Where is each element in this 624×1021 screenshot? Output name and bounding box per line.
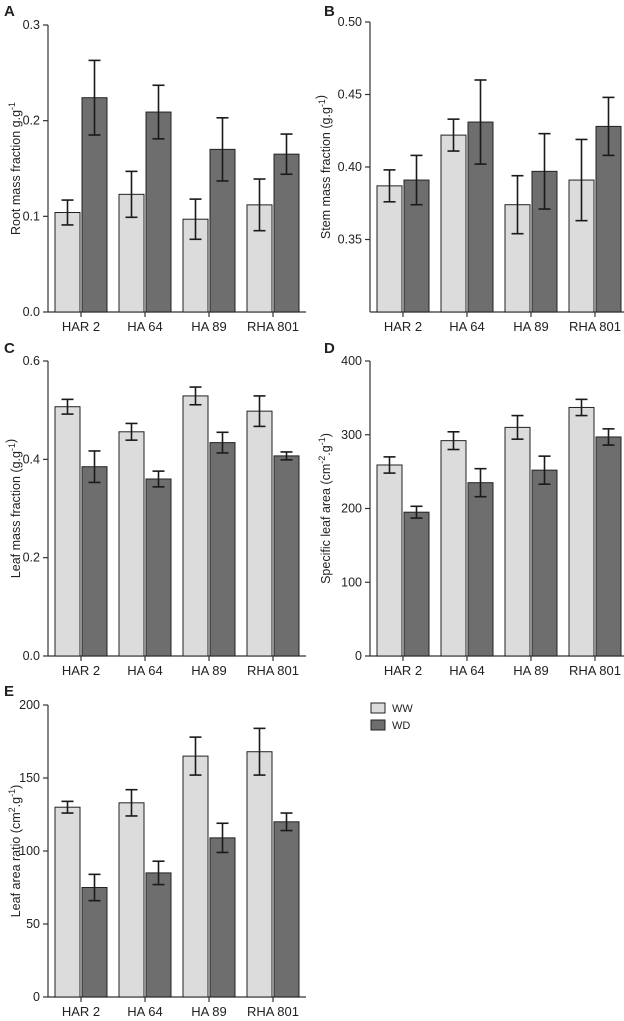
bar-ww-ha-89 bbox=[504, 426, 531, 657]
x-tick-label: HA 89 bbox=[191, 663, 226, 678]
bar-wd-ha-89 bbox=[531, 469, 558, 657]
x-tick-label: HAR 2 bbox=[62, 663, 100, 678]
y-tick-label: 0.40 bbox=[338, 160, 362, 174]
panel-letter: D bbox=[324, 340, 335, 357]
chart-panel-b: B 0.35 0.40 0.45 0.50 Stem mass fraction (g.g… bbox=[314, 3, 624, 334]
legend-ww-label: WW bbox=[392, 703, 413, 715]
chart-panel-c: C 0.0 0.2 0.4 0.6 Leaf mass fraction (g.g-1) H… bbox=[4, 340, 306, 678]
bar-ww-ha-64 bbox=[440, 440, 467, 657]
bar-ww-har-2 bbox=[376, 185, 403, 313]
panel-letter: E bbox=[4, 683, 14, 700]
x-tick-label: RHA 801 bbox=[247, 1004, 299, 1019]
x-tick-label: HAR 2 bbox=[384, 319, 422, 334]
bar-wd-rha-801 bbox=[273, 153, 300, 313]
chart-panel-e: E 0 50 100 150 200 Leaf area ratio (cm2.g-1) HA… bbox=[4, 683, 306, 1019]
bar-ww-har-2 bbox=[54, 806, 81, 998]
bar-ww-har-2 bbox=[376, 464, 403, 657]
legend-ww-swatch bbox=[370, 702, 386, 714]
bar-wd-rha-801 bbox=[273, 455, 300, 657]
y-tick-label: 0.50 bbox=[338, 15, 362, 29]
y-tick-label: 200 bbox=[19, 698, 40, 712]
bar-ww-ha-89 bbox=[182, 395, 209, 657]
bar-wd-ha-89 bbox=[209, 442, 236, 657]
x-tick-label: RHA 801 bbox=[247, 319, 299, 334]
x-tick-label: HAR 2 bbox=[62, 319, 100, 334]
bar-ww-rha-801 bbox=[246, 410, 273, 657]
x-tick-label: HAR 2 bbox=[62, 1004, 100, 1019]
y-tick-label: 0.6 bbox=[23, 354, 40, 368]
chart-panel-a: A 0.0 0.1 0.2 0.3 Root mass fraction g.g-1 HAR… bbox=[4, 3, 306, 334]
x-tick-label: HA 64 bbox=[449, 319, 484, 334]
y-tick-label: 0.0 bbox=[23, 305, 40, 319]
x-tick-label: HA 64 bbox=[127, 1004, 162, 1019]
y-tick-label: 400 bbox=[341, 354, 362, 368]
y-tick-label: 0.45 bbox=[338, 88, 362, 102]
x-tick-label: HA 89 bbox=[513, 319, 548, 334]
bar-wd-ha-64 bbox=[467, 482, 494, 657]
bar-ww-ha-89 bbox=[182, 755, 209, 998]
y-tick-label: 0.1 bbox=[23, 209, 40, 223]
x-tick-label: HA 89 bbox=[191, 1004, 226, 1019]
bar-wd-har-2 bbox=[403, 511, 430, 657]
bar-ww-ha-64 bbox=[440, 134, 467, 313]
y-tick-label: 0.35 bbox=[338, 233, 362, 247]
y-tick-label: 0.4 bbox=[23, 452, 40, 466]
y-tick-label: 150 bbox=[19, 771, 40, 785]
legend-wd-label: WD bbox=[392, 720, 410, 732]
bar-wd-har-2 bbox=[81, 887, 108, 998]
bar-ww-rha-801 bbox=[246, 751, 273, 998]
y-axis-title: Specific leaf area (cm-2.g-1) bbox=[317, 433, 333, 584]
bar-wd-rha-801 bbox=[273, 821, 300, 998]
bar-wd-har-2 bbox=[81, 466, 108, 657]
x-tick-label: RHA 801 bbox=[569, 663, 621, 678]
y-axis-title: Stem mass fraction (g.g-1) bbox=[314, 95, 333, 239]
y-tick-label: 100 bbox=[341, 575, 362, 589]
chart-panel-d: D 0 100 200 300 400 Specific leaf area (cm-2.g… bbox=[317, 340, 624, 678]
bar-ww-ha-64 bbox=[118, 431, 145, 657]
bar-ww-ha-64 bbox=[118, 193, 145, 313]
y-tick-label: 50 bbox=[26, 917, 40, 931]
x-tick-label: HA 64 bbox=[449, 663, 484, 678]
y-tick-label: 300 bbox=[341, 428, 362, 442]
legend: WW WD bbox=[370, 702, 413, 732]
x-tick-label: HA 64 bbox=[127, 319, 162, 334]
x-tick-label: HAR 2 bbox=[384, 663, 422, 678]
y-tick-label: 0.0 bbox=[23, 649, 40, 663]
y-axis-title: Leaf area ratio (cm2.g-1) bbox=[7, 785, 23, 918]
bar-wd-ha-89 bbox=[209, 837, 236, 998]
y-tick-label: 0 bbox=[355, 649, 362, 663]
panel-letter: A bbox=[4, 3, 15, 20]
bar-ww-har-2 bbox=[54, 406, 81, 657]
y-tick-label: 200 bbox=[341, 502, 362, 516]
panel-letter: C bbox=[4, 340, 15, 357]
y-tick-label: 100 bbox=[19, 844, 40, 858]
y-tick-label: 0.3 bbox=[23, 18, 40, 32]
x-tick-label: RHA 801 bbox=[569, 319, 621, 334]
bar-wd-ha-64 bbox=[145, 111, 172, 313]
x-tick-label: RHA 801 bbox=[247, 663, 299, 678]
x-tick-label: HA 89 bbox=[513, 663, 548, 678]
bar-wd-ha-64 bbox=[145, 478, 172, 657]
bar-ww-ha-64 bbox=[118, 802, 145, 998]
legend-wd-swatch bbox=[370, 719, 386, 731]
bar-wd-rha-801 bbox=[595, 436, 622, 657]
y-tick-label: 0 bbox=[33, 990, 40, 1004]
bar-ww-rha-801 bbox=[568, 406, 595, 657]
bar-wd-ha-64 bbox=[145, 872, 172, 998]
x-tick-label: HA 89 bbox=[191, 319, 226, 334]
bar-wd-rha-801 bbox=[595, 125, 622, 313]
panel-letter: B bbox=[324, 3, 335, 20]
x-tick-label: HA 64 bbox=[127, 663, 162, 678]
y-axis-title: Leaf mass fraction (g.g-1) bbox=[4, 439, 23, 578]
y-tick-label: 0.2 bbox=[23, 114, 40, 128]
bar-ww-ha-89 bbox=[504, 204, 531, 313]
y-axis-title: Root mass fraction g.g-1 bbox=[7, 102, 23, 235]
bar-ww-har-2 bbox=[54, 212, 81, 313]
y-tick-label: 0.2 bbox=[23, 551, 40, 565]
